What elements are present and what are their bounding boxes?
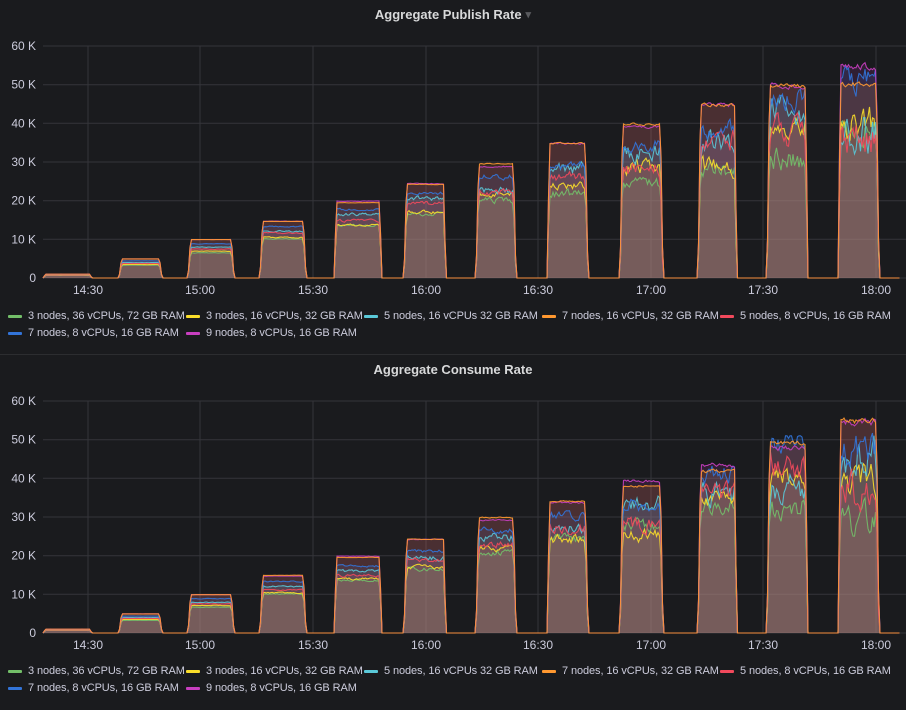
svg-text:40 K: 40 K bbox=[11, 116, 36, 130]
svg-text:18:00: 18:00 bbox=[861, 638, 891, 652]
svg-text:16:30: 16:30 bbox=[523, 283, 553, 297]
svg-text:15:00: 15:00 bbox=[185, 638, 215, 652]
svg-text:17:30: 17:30 bbox=[748, 638, 778, 652]
svg-text:60 K: 60 K bbox=[11, 39, 36, 53]
svg-text:20 K: 20 K bbox=[11, 549, 36, 563]
svg-text:16:00: 16:00 bbox=[411, 638, 441, 652]
svg-text:15:30: 15:30 bbox=[298, 638, 328, 652]
svg-text:14:30: 14:30 bbox=[73, 283, 103, 297]
svg-text:15:00: 15:00 bbox=[185, 283, 215, 297]
svg-text:30 K: 30 K bbox=[11, 510, 36, 524]
svg-text:50 K: 50 K bbox=[11, 433, 36, 447]
svg-text:18:00: 18:00 bbox=[861, 283, 891, 297]
svg-text:15:30: 15:30 bbox=[298, 283, 328, 297]
svg-text:60 K: 60 K bbox=[11, 394, 36, 408]
svg-text:20 K: 20 K bbox=[11, 194, 36, 208]
svg-text:14:30: 14:30 bbox=[73, 638, 103, 652]
svg-text:30 K: 30 K bbox=[11, 155, 36, 169]
svg-text:40 K: 40 K bbox=[11, 471, 36, 485]
svg-text:50 K: 50 K bbox=[11, 78, 36, 92]
svg-text:17:00: 17:00 bbox=[636, 283, 666, 297]
svg-text:17:30: 17:30 bbox=[748, 283, 778, 297]
svg-text:17:00: 17:00 bbox=[636, 638, 666, 652]
svg-text:16:30: 16:30 bbox=[523, 638, 553, 652]
svg-text:10 K: 10 K bbox=[11, 232, 36, 246]
svg-text:16:00: 16:00 bbox=[411, 283, 441, 297]
svg-text:0: 0 bbox=[29, 271, 36, 285]
svg-text:0: 0 bbox=[29, 626, 36, 640]
svg-text:10 K: 10 K bbox=[11, 587, 36, 601]
